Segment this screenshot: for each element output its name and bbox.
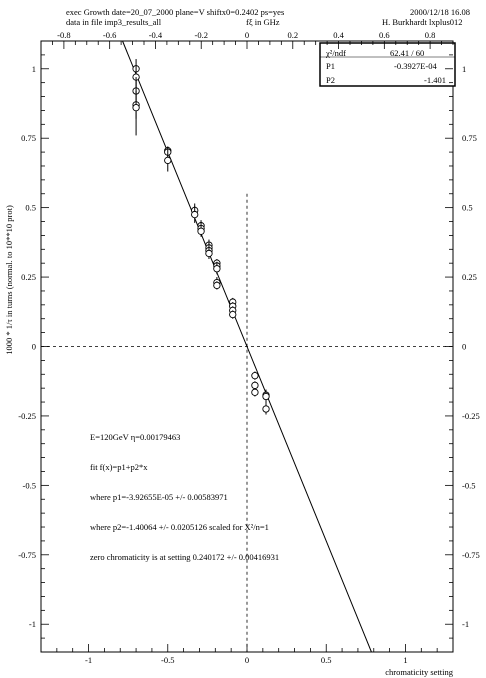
x-axis-label: chromaticity setting: [385, 667, 453, 677]
data-point: [164, 149, 172, 172]
y-tick-label-right: 0.5: [462, 203, 473, 213]
annotation-fit-function: fit f(x)=p1+p2*x: [90, 462, 148, 472]
data-point: [229, 310, 237, 319]
annotation-p2: where p2=-1.40064 +/- 0.0205126 scaled f…: [90, 522, 269, 532]
y-tick-label-left: 0.5: [25, 203, 36, 213]
x-tick-label: 0.5: [321, 655, 332, 665]
data-marker: [251, 388, 259, 396]
top-tick-label: -0.4: [149, 30, 163, 40]
stats-box: [319, 42, 456, 87]
data-marker: [251, 381, 259, 390]
data-point: [251, 388, 259, 397]
stats-chi2-value: 62.41 / 60: [390, 48, 425, 58]
y-tick-label-right: -1: [462, 619, 469, 629]
stats-p2-value: -1.401: [424, 75, 446, 85]
data-marker: [197, 227, 205, 235]
top-tick-label: 0.2: [287, 30, 298, 40]
y-tick-label-left: -0.75: [18, 550, 36, 560]
top-tick-label: 0.4: [333, 30, 344, 40]
y-tick-label-left: -0.25: [18, 411, 36, 421]
data-marker: [213, 265, 221, 273]
y-tick-label-right: 0.75: [462, 133, 477, 143]
y-tick-label-left: 0: [32, 342, 36, 352]
top-tick-label: -0.2: [194, 30, 207, 40]
data-marker: [191, 210, 199, 219]
annotation-p1: where p1=-3.92655E-05 +/- 0.00583971: [90, 492, 228, 502]
data-marker: [262, 392, 270, 401]
top-tick-label: 0.8: [425, 30, 436, 40]
y-tick-label-left: 0.25: [21, 272, 36, 282]
y-tick-label-left: -0.5: [23, 480, 36, 490]
x-tick-label: -1: [85, 655, 92, 665]
y-tick-label-left: -1: [29, 619, 36, 629]
y-tick-label-left: 0.75: [21, 133, 36, 143]
x-tick-label: -0.5: [161, 655, 174, 665]
header-run-info: exec Growth date=20_07_2000 plane=V shif…: [66, 7, 285, 17]
y-tick-label-right: 1: [462, 64, 466, 74]
y-tick-label-right: -0.5: [462, 480, 475, 490]
data-marker: [262, 405, 270, 413]
data-point: [205, 247, 213, 260]
y-axis-label: 1000 * 1/τ in turns (normal. to 10**10 p…: [4, 205, 14, 355]
y-tick-label-right: -0.75: [462, 550, 480, 560]
stats-chi2-label: χ²/ndf: [326, 48, 347, 58]
header-date: 2000/12/18 16.08: [410, 7, 470, 17]
x-tick-label: 0: [245, 655, 249, 665]
stats-p1-label: P1: [326, 61, 335, 71]
stats-p1-value: -0.3927E-04: [394, 61, 437, 71]
data-point: [191, 206, 199, 223]
data-point: [132, 79, 140, 136]
data-marker: [229, 310, 237, 319]
annotation-zero-chromaticity: zero chromaticity is at setting 0.240172…: [90, 552, 280, 562]
data-point: [213, 281, 221, 290]
y-tick-label-right: 0: [462, 342, 466, 352]
data-marker: [213, 281, 221, 290]
data-point: [251, 371, 259, 380]
top-tick-label: -0.8: [57, 30, 70, 40]
data-point: [213, 263, 221, 275]
annotation-energy: E=120GeV η=0.00179463: [90, 432, 181, 442]
x-tick-label: 1: [403, 655, 407, 665]
data-marker: [251, 372, 259, 380]
data-marker: [132, 104, 140, 112]
top-tick-label: -0.6: [103, 30, 116, 40]
data-marker: [164, 156, 172, 165]
top-tick-label: 0.6: [379, 30, 390, 40]
header-data-file: data in file imp3_results_all: [66, 17, 162, 27]
top-tick-label: 0: [245, 30, 249, 40]
y-tick-label-left: 1: [32, 64, 36, 74]
header-author: H. Burkhardt lxplus012: [382, 17, 463, 27]
stats-p2-label: P2: [326, 75, 335, 85]
y-tick-label-right: -0.25: [462, 411, 480, 421]
fit-line: [122, 40, 372, 653]
data-point: [262, 403, 270, 415]
data-point: [262, 389, 270, 404]
y-tick-label-right: 0.25: [462, 272, 477, 282]
data-marker: [205, 249, 213, 258]
data-point: [197, 225, 205, 237]
top-axis-label: fξ in GHz: [246, 17, 280, 27]
